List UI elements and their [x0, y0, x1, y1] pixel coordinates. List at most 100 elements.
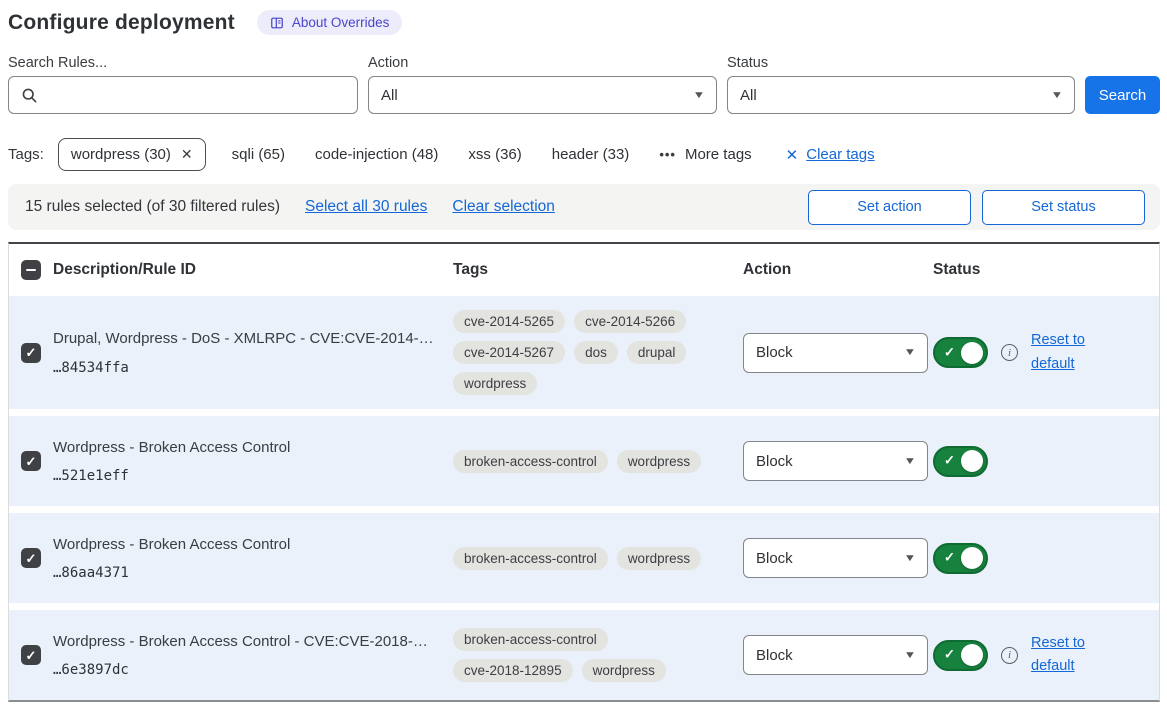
- check-icon: ✓: [944, 452, 955, 468]
- table-row: ✓ Wordpress - Broken Access Control …86a…: [9, 513, 1159, 603]
- search-button[interactable]: Search: [1085, 76, 1160, 114]
- rule-action-select[interactable]: Block ▼: [743, 441, 928, 481]
- tag-chip: wordpress: [616, 449, 702, 473]
- select-all-link[interactable]: Select all 30 rules: [305, 198, 428, 215]
- reset-to-default-link[interactable]: Reset to default: [1031, 634, 1085, 674]
- about-overrides-label: About Overrides: [291, 15, 390, 30]
- check-icon: ✓: [944, 549, 955, 565]
- indeterminate-icon: [26, 268, 36, 272]
- table-row: ✓ Drupal, Wordpress - DoS - XMLRPC - CVE…: [9, 296, 1159, 409]
- action-filter-value: All: [381, 86, 398, 104]
- rule-tags: broken-access-control cve-2018-12895 wordp…: [453, 628, 743, 682]
- tag-option-xss[interactable]: xss (36): [468, 146, 522, 163]
- row-checkbox[interactable]: ✓: [21, 342, 41, 363]
- clear-selection-link[interactable]: Clear selection: [452, 198, 555, 215]
- rule-action-value: Block: [756, 344, 793, 361]
- tags-bar-label: Tags:: [8, 146, 44, 163]
- rule-id: …6e3897dc: [53, 662, 129, 679]
- toggle-knob: [961, 341, 983, 364]
- info-icon[interactable]: i: [1001, 646, 1018, 664]
- filter-bar: Search Rules... Action All ▼ Status All …: [8, 55, 1160, 114]
- rule-description: Wordpress - Broken Access Control: [53, 438, 291, 456]
- tag-chip: cve-2014-5267: [453, 341, 566, 364]
- status-toggle[interactable]: ✓: [933, 337, 988, 368]
- chevron-down-icon: ▼: [903, 347, 917, 358]
- chevron-down-icon: ▼: [1050, 89, 1064, 101]
- table-row: ✓ Wordpress - Broken Access Control - CV…: [9, 610, 1159, 700]
- rule-description: Wordpress - Broken Access Control: [53, 535, 291, 553]
- toggle-knob: [961, 644, 983, 666]
- rule-action-value: Block: [756, 549, 793, 567]
- reset-to-default-link[interactable]: Reset to default: [1031, 332, 1085, 372]
- remove-tag-icon[interactable]: ✕: [180, 146, 193, 162]
- rule-action-value: Block: [756, 646, 793, 664]
- row-checkbox[interactable]: ✓: [21, 645, 41, 665]
- table-header-row: Description/Rule ID Tags Action Status: [9, 244, 1159, 296]
- rule-description: Drupal, Wordpress - DoS - XMLRPC - CVE:C…: [53, 330, 434, 348]
- more-tags-button[interactable]: ••• More tags: [659, 146, 751, 163]
- ellipsis-icon: •••: [659, 147, 676, 162]
- rule-action-select[interactable]: Block ▼: [743, 635, 928, 675]
- check-icon: ✓: [944, 344, 955, 360]
- tag-chip: wordpress: [616, 546, 702, 570]
- book-icon: [270, 17, 283, 28]
- selected-tag-wordpress[interactable]: wordpress (30) ✕: [57, 138, 206, 171]
- action-filter-select[interactable]: All ▼: [368, 76, 717, 114]
- tag-chip: dos: [574, 341, 618, 364]
- table-body: ✓ Drupal, Wordpress - DoS - XMLRPC - CVE…: [9, 296, 1159, 700]
- tag-chip: wordpress: [581, 659, 666, 682]
- chevron-down-icon: ▼: [903, 649, 917, 661]
- info-icon[interactable]: i: [1001, 344, 1018, 361]
- rule-id: …521e1eff: [53, 468, 129, 485]
- tag-option-code-injection[interactable]: code-injection (48): [315, 146, 439, 163]
- check-icon: ✓: [25, 345, 37, 360]
- chevron-down-icon: ▼: [903, 455, 917, 467]
- status-toggle[interactable]: ✓: [933, 445, 988, 477]
- set-status-button[interactable]: Set status: [982, 189, 1145, 225]
- tag-chip: wordpress: [453, 372, 538, 395]
- tag-chip: broken-access-control: [453, 449, 608, 473]
- selection-summary: 15 rules selected (of 30 filtered rules): [25, 198, 281, 215]
- check-icon: ✓: [944, 646, 955, 662]
- chevron-down-icon: ▼: [692, 89, 706, 101]
- clear-tags-link[interactable]: ✕ Clear tags: [786, 146, 875, 164]
- row-checkbox[interactable]: ✓: [21, 451, 41, 471]
- about-overrides-badge[interactable]: About Overrides: [256, 10, 403, 35]
- status-filter-value: All: [740, 86, 757, 104]
- action-filter-label: Action: [368, 55, 409, 71]
- table-row: ✓ Wordpress - Broken Access Control …521…: [9, 416, 1159, 506]
- check-icon: ✓: [25, 550, 37, 566]
- select-all-checkbox[interactable]: [21, 260, 41, 280]
- column-header-tags: Tags: [453, 261, 489, 278]
- check-icon: ✓: [25, 453, 37, 469]
- rule-tags: broken-access-control wordpress: [453, 546, 743, 570]
- rule-description: Wordpress - Broken Access Control - CVE:…: [53, 632, 428, 650]
- status-toggle[interactable]: ✓: [933, 542, 988, 574]
- status-toggle[interactable]: ✓: [933, 639, 988, 671]
- tag-option-header[interactable]: header (33): [551, 146, 630, 163]
- toggle-knob: [961, 547, 983, 569]
- tag-option-sqli[interactable]: sqli (65): [231, 146, 285, 163]
- rule-id: …86aa4371: [53, 565, 129, 582]
- rule-action-select[interactable]: Block ▼: [743, 332, 928, 373]
- search-icon: [22, 88, 37, 102]
- set-action-button[interactable]: Set action: [808, 189, 971, 225]
- tag-chip: cve-2014-5266: [574, 310, 687, 333]
- column-header-action: Action: [743, 261, 792, 278]
- more-tags-label: More tags: [684, 146, 752, 163]
- tag-chip: cve-2018-12895: [453, 659, 573, 682]
- chevron-down-icon: ▼: [903, 552, 917, 564]
- tag-chip: drupal: [626, 341, 687, 364]
- row-checkbox[interactable]: ✓: [21, 548, 41, 568]
- page-title: Configure deployment: [8, 10, 235, 34]
- action-filter-field: Action All ▼: [368, 55, 717, 114]
- check-icon: ✓: [25, 647, 37, 663]
- toggle-knob: [961, 450, 983, 472]
- rule-action-select[interactable]: Block ▼: [743, 538, 928, 578]
- status-filter-select[interactable]: All ▼: [727, 76, 1075, 114]
- search-input-box[interactable]: [8, 76, 358, 114]
- search-input[interactable]: [46, 86, 345, 104]
- rule-tags: cve-2014-5265 cve-2014-5266 cve-2014-5267 d…: [453, 310, 743, 395]
- tag-chip: cve-2014-5265: [453, 310, 566, 333]
